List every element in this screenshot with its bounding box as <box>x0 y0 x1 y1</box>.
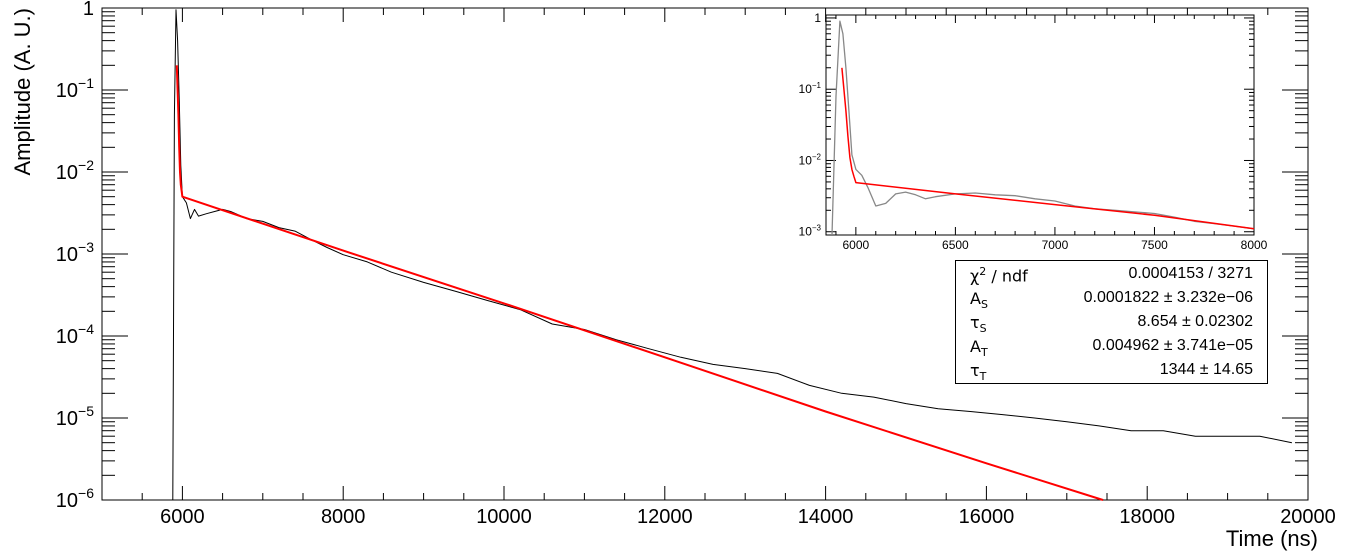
stat-name: τT <box>970 361 987 384</box>
inset-plot: 6000 6500 7000 7500 8000 1 10−1 10−2 10−3 <box>799 11 1268 252</box>
inset-y-tick-label: 10−2 <box>799 152 822 167</box>
main-x-tick-label: 8000 <box>321 506 366 528</box>
inset-y-tick-label: 10−1 <box>799 81 822 96</box>
inset-series-data <box>831 20 1255 236</box>
stat-row-at: AT 0.004962 ± 3.741e−05 <box>956 335 1267 360</box>
fit-stats-box: χ2 / ndf 0.0004153 / 3271 AS 0.0001822 ±… <box>955 260 1268 384</box>
main-y-tick-label: 10−4 <box>56 321 94 348</box>
inset-x-tick-label: 6000 <box>843 238 870 252</box>
inset-x-tick-label: 7000 <box>1042 238 1069 252</box>
stat-value: 0.0004153 / 3271 <box>1128 265 1253 282</box>
inset-x-tick-label: 6500 <box>942 238 969 252</box>
stat-name: χ2 / ndf <box>970 265 1028 286</box>
stat-value: 1344 ± 14.65 <box>1159 361 1253 378</box>
main-x-tick-label: 12000 <box>637 506 693 528</box>
inset-x-tick-label: 8000 <box>1241 238 1268 252</box>
inset-frame <box>825 14 1255 236</box>
stat-row-taut: τT 1344 ± 14.65 <box>956 359 1267 384</box>
stat-row-chi2: χ2 / ndf 0.0004153 / 3271 <box>956 263 1267 286</box>
main-x-tick-label: 14000 <box>798 506 854 528</box>
main-y-tick-label: 10−2 <box>56 157 94 184</box>
main-y-tick-label: 10−1 <box>56 75 94 102</box>
inset-y-tick-label: 10−3 <box>799 224 822 239</box>
stat-row-taus: τS 8.654 ± 0.02302 <box>956 311 1267 336</box>
main-y-tick-label: 10−5 <box>56 403 94 430</box>
stat-value: 0.004962 ± 3.741e−05 <box>1092 337 1253 354</box>
stat-name: AT <box>970 337 988 360</box>
stat-value: 0.0001822 ± 3.232e−06 <box>1083 289 1253 306</box>
main-x-tick-label: 20000 <box>1280 506 1336 528</box>
main-x-tick-label: 18000 <box>1119 506 1175 528</box>
main-series-fit <box>175 65 1104 501</box>
main-y-tick-label: 1 <box>83 0 94 20</box>
main-y-tick-label: 10−6 <box>56 485 94 512</box>
stat-value: 8.654 ± 0.02302 <box>1137 313 1253 330</box>
main-x-tick-label: 10000 <box>476 506 532 528</box>
inset-series-fit <box>841 67 1255 230</box>
stat-row-as: AS 0.0001822 ± 3.232e−06 <box>956 287 1267 312</box>
main-x-tick-label: 6000 <box>160 506 205 528</box>
main-y-tick-label: 10−3 <box>56 239 94 266</box>
main-x-tick-label: 16000 <box>959 506 1015 528</box>
y-axis-title: Amplitude (A. U.) <box>10 8 35 176</box>
inset-y-tick-label: 1 <box>814 11 821 25</box>
stat-name: AS <box>970 289 988 312</box>
inset-x-tick-label: 7500 <box>1141 238 1168 252</box>
stat-name: τS <box>970 313 987 336</box>
x-axis-title: Time (ns) <box>1226 526 1318 551</box>
main-series-data <box>172 9 1292 501</box>
